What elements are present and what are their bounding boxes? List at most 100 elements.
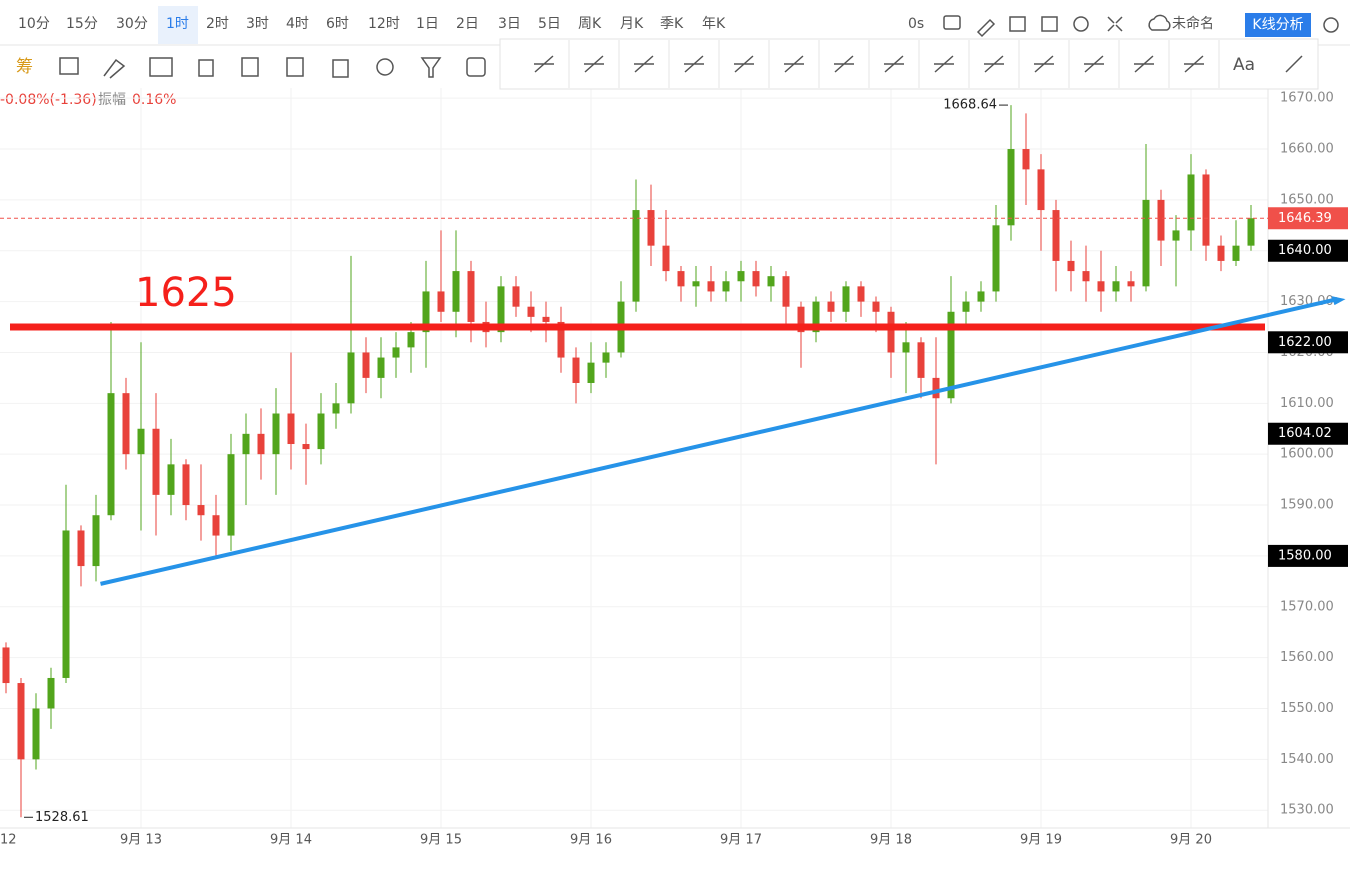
filter-icon[interactable] (420, 57, 442, 78)
candle-body (602, 352, 610, 363)
edit-icon[interactable] (286, 57, 304, 77)
last-price-tag (1268, 207, 1348, 230)
interval[interactable]: 12时 (368, 16, 400, 32)
interval[interactable]: 30分 (116, 16, 148, 32)
magnet-icon[interactable] (376, 58, 394, 76)
draw-tool-icon[interactable] (884, 55, 904, 73)
draw-tool-icon[interactable] (734, 55, 754, 73)
draw-tool-icon[interactable] (1134, 55, 1154, 73)
candle-body (857, 286, 865, 302)
candle-body (1037, 169, 1045, 211)
x-tick-label: 9月 16 (570, 833, 612, 848)
layout-name[interactable]: 未命名 (1172, 15, 1214, 32)
interval[interactable]: 季K (660, 16, 684, 32)
candle-body (722, 281, 730, 292)
candle-body (632, 210, 640, 302)
interval[interactable]: 1日 (416, 16, 439, 32)
price-tag (1268, 422, 1348, 445)
analysis-button-label[interactable]: K线分析 (1252, 17, 1303, 33)
draw-tool-icon[interactable] (684, 55, 704, 73)
interval[interactable]: 3时 (246, 16, 269, 32)
x-tick-label: 9月 13 (120, 833, 162, 848)
candle-body (782, 276, 790, 307)
candle-body (662, 245, 670, 272)
candle-body (677, 271, 685, 287)
candle-body (902, 342, 910, 353)
window-icon[interactable] (1009, 16, 1026, 32)
sync-icon[interactable] (466, 57, 486, 77)
candle-body (17, 683, 25, 760)
interval[interactable]: 6时 (326, 16, 349, 32)
interval[interactable]: 2时 (206, 16, 229, 32)
candle-body (332, 403, 340, 414)
interval[interactable]: 3日 (498, 16, 521, 32)
y-tick-label: 1650.00 (1280, 192, 1334, 207)
interval[interactable]: 月K (620, 16, 644, 32)
draw-tool-icon[interactable] (784, 55, 804, 73)
ruler-icon[interactable] (59, 57, 79, 75)
fullscreen-icon[interactable] (1107, 16, 1123, 32)
x-tick-label: 9月 20 (1170, 833, 1212, 848)
draw-tool-icon[interactable] (934, 55, 954, 73)
pen-icon[interactable] (103, 58, 126, 79)
price-tag-label: 1640.00 (1278, 243, 1332, 258)
x-tick-label: 12 (0, 833, 17, 848)
candle-body (77, 530, 85, 567)
candle-body (1112, 281, 1120, 292)
interval[interactable]: 2日 (456, 16, 479, 32)
draw-tool-icon[interactable] (984, 55, 1004, 73)
analysis-button[interactable] (1245, 13, 1311, 37)
trash-icon[interactable] (332, 59, 349, 78)
draw-icon[interactable] (976, 18, 996, 38)
bookmark-icon[interactable] (241, 57, 259, 77)
y-tick-label: 1570.00 (1280, 599, 1334, 614)
interval[interactable]: 周K (578, 16, 602, 32)
draw-tool-icon[interactable] (584, 55, 604, 73)
draw-tool-icon[interactable] (834, 55, 854, 73)
candle-body (572, 357, 580, 383)
expand-icon[interactable] (1285, 55, 1303, 73)
candle-body (62, 530, 70, 678)
candle-body (467, 271, 475, 322)
y-tick-label: 1670.00 (1280, 91, 1334, 106)
candle-body (362, 352, 370, 378)
candle-body (1052, 210, 1060, 261)
interval[interactable]: 年K (702, 16, 726, 32)
y-tick-label: 1600.00 (1280, 447, 1334, 462)
settings-icon[interactable] (1073, 16, 1089, 32)
candle-body (92, 515, 100, 567)
interval[interactable]: 4时 (286, 16, 309, 32)
interval[interactable]: 15分 (66, 16, 98, 32)
candle-body (1247, 218, 1255, 246)
tool-icons (59, 57, 486, 79)
x-tick-label: 9月 15 (420, 833, 462, 848)
interval[interactable]: 10分 (18, 16, 50, 32)
share-icon[interactable] (1323, 17, 1339, 33)
candle-body (962, 301, 970, 312)
draw-tool-icon[interactable] (1084, 55, 1104, 73)
trend-arrow (1331, 296, 1346, 306)
chip-tool[interactable]: 筹 (16, 57, 33, 77)
screenshot-icon[interactable] (943, 15, 961, 30)
text-tool[interactable]: Aa (1233, 55, 1255, 75)
save-icon[interactable] (1041, 16, 1058, 32)
lock-icon[interactable] (198, 59, 214, 77)
candle-body (167, 464, 175, 495)
plot: 1530.00 1540.00 1550.00 1560.00 1570.00 1580.… (0, 45, 1350, 848)
candle-body (497, 286, 505, 333)
candle-body (1187, 174, 1195, 231)
interval[interactable]: 5日 (538, 16, 561, 32)
draw-tool-icon[interactable] (1184, 55, 1204, 73)
candle-body (947, 311, 955, 399)
candle-body (212, 515, 220, 536)
draw-tool-icon[interactable] (534, 55, 554, 73)
candle-body (827, 301, 835, 312)
interval[interactable]: 1时 (166, 16, 189, 32)
candle-body (302, 444, 310, 450)
candle-icon[interactable] (149, 57, 173, 77)
cloud-icon[interactable] (1148, 14, 1171, 31)
candle-body (992, 225, 1000, 292)
draw-tool-icon[interactable] (634, 55, 654, 73)
draw-tool-icon[interactable] (1034, 55, 1054, 73)
